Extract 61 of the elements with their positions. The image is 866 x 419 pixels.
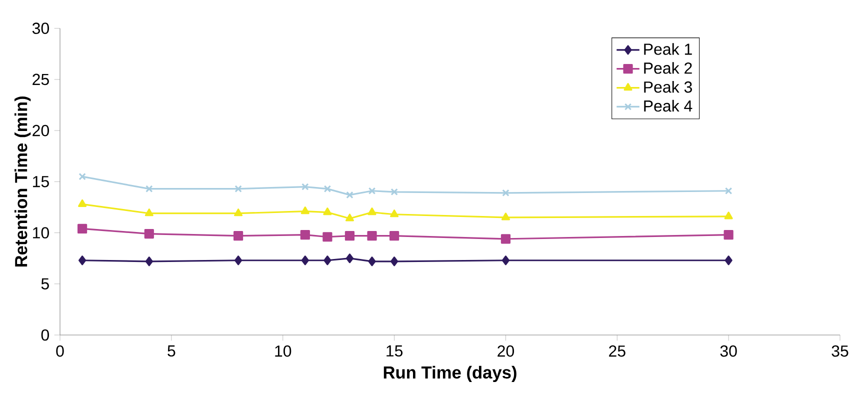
point — [324, 185, 332, 192]
point — [724, 256, 732, 266]
point — [300, 206, 310, 214]
point — [368, 208, 376, 216]
y-tick-label: 20 — [32, 124, 49, 136]
point — [346, 254, 354, 264]
point — [368, 256, 376, 266]
point — [234, 185, 242, 192]
point — [344, 231, 355, 241]
y-tick-label: 5 — [41, 278, 49, 290]
point — [502, 189, 510, 197]
point — [78, 256, 86, 266]
point — [78, 199, 87, 207]
point — [234, 256, 242, 266]
point — [368, 187, 376, 194]
point — [301, 256, 309, 266]
point — [233, 231, 244, 241]
point — [322, 232, 332, 242]
y-tick-label: 15 — [33, 176, 49, 188]
y-tick-label: 10 — [33, 227, 49, 238]
x-tick-label: 30 — [720, 345, 737, 357]
point — [502, 256, 510, 266]
point — [390, 210, 399, 218]
point — [367, 231, 377, 241]
x-tick-label: 25 — [609, 345, 626, 357]
y-axis-title: Retention Time (min) — [14, 96, 31, 267]
point — [390, 256, 398, 266]
x-tick-label: 35 — [832, 345, 848, 357]
point — [724, 212, 733, 220]
point — [146, 185, 153, 192]
point — [389, 231, 400, 241]
point — [345, 214, 354, 222]
point — [501, 212, 510, 220]
x-axis-title: Run Time (days) — [384, 366, 516, 382]
legend-label: Peak 2 — [644, 62, 692, 74]
x-tick-label: 20 — [498, 345, 514, 357]
point — [346, 191, 354, 199]
y-tick-label: 0 — [41, 329, 49, 341]
point — [145, 256, 153, 266]
x-tick-label: 5 — [168, 345, 176, 357]
y-tick-label: 30 — [32, 22, 49, 34]
point — [302, 183, 309, 190]
point — [78, 172, 86, 180]
point — [323, 208, 332, 216]
x-tick-label: 0 — [56, 345, 64, 357]
point — [144, 208, 154, 216]
point — [144, 229, 154, 239]
legend-label: Peak 4 — [644, 100, 692, 112]
point — [724, 187, 732, 194]
point — [390, 188, 398, 196]
point — [77, 224, 88, 234]
point — [234, 208, 243, 216]
point — [324, 256, 332, 266]
point — [724, 230, 734, 240]
point — [300, 230, 310, 240]
x-tick-label: 10 — [275, 345, 292, 357]
y-tick-label: 25 — [32, 74, 49, 86]
legend-label: Peak 1 — [644, 43, 692, 55]
legend-label: Peak 3 — [644, 81, 692, 93]
point — [500, 234, 511, 244]
x-tick-label: 15 — [386, 345, 403, 357]
